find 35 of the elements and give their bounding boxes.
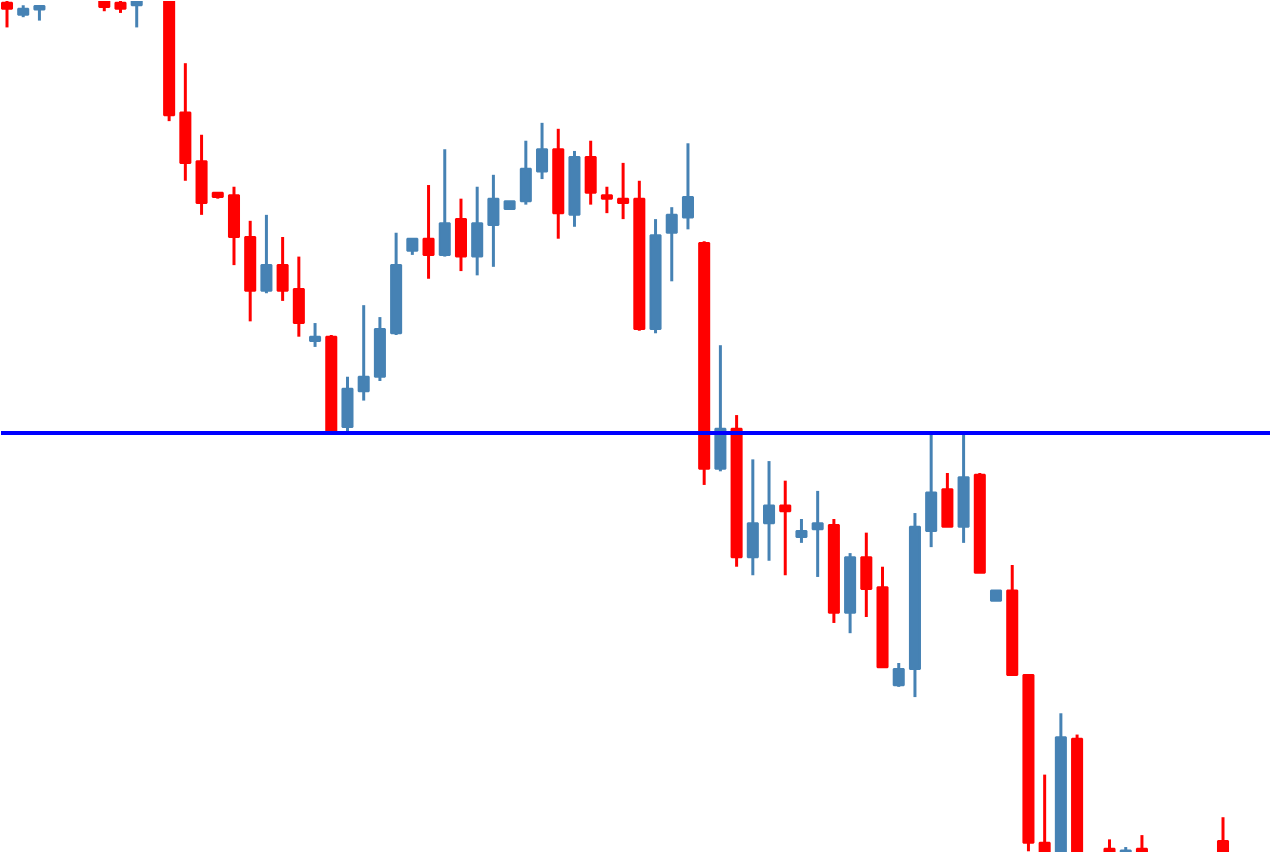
candlestick: [892, 661, 905, 689]
candlestick: [795, 517, 808, 545]
candlestick: [779, 479, 792, 577]
candlestick: [1216, 815, 1230, 852]
candlestick: [276, 235, 289, 303]
candlestick: [536, 121, 549, 181]
candlestick: [519, 139, 532, 207]
candlestick: [195, 133, 208, 217]
candlestick: [1038, 773, 1051, 852]
candlestick: [471, 185, 484, 277]
candlestick: [860, 531, 873, 619]
candlestick: [584, 139, 597, 207]
candlestick: [681, 141, 694, 231]
candlestick: [454, 197, 467, 273]
candlestick: [941, 471, 954, 529]
candlestick: [341, 375, 354, 435]
candlestick: [438, 147, 451, 259]
candlestick: [130, 1, 143, 29]
candlestick: [746, 457, 759, 577]
candlestick: [600, 185, 613, 215]
candlestick: [373, 315, 386, 383]
candlestick: [763, 459, 776, 563]
candlestick: [925, 433, 938, 549]
candlestick: [1, 1, 14, 29]
candlestick: [292, 255, 305, 339]
candlestick: [357, 303, 370, 403]
candlestick: [487, 173, 500, 269]
candlestick: [665, 205, 678, 283]
candlestick: [617, 161, 630, 221]
candlestick: [309, 321, 322, 349]
candlestick: [714, 343, 727, 473]
candlestick: [422, 183, 435, 281]
candlestick: [227, 185, 241, 267]
candlestick: [811, 489, 824, 579]
candlestick: [260, 213, 273, 295]
